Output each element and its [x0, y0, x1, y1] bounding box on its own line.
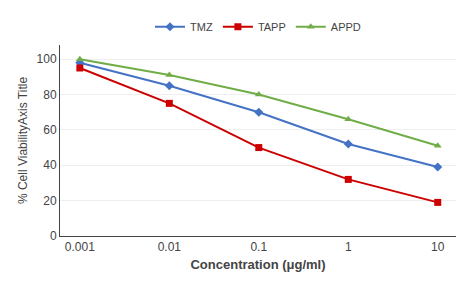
svg-text:0.01: 0.01	[158, 240, 182, 254]
svg-text:80: 80	[43, 88, 57, 102]
svg-text:APPD: APPD	[331, 21, 361, 33]
svg-text:% Cell ViabilityAxis Title: % Cell ViabilityAxis Title	[16, 77, 30, 204]
svg-text:TMZ: TMZ	[190, 21, 213, 33]
svg-text:40: 40	[43, 158, 57, 172]
svg-text:0.001: 0.001	[65, 240, 95, 254]
svg-text:0.1: 0.1	[250, 240, 267, 254]
svg-text:10: 10	[431, 240, 445, 254]
svg-text:Concentration (μg/ml): Concentration (μg/ml)	[190, 257, 325, 272]
svg-text:100: 100	[37, 52, 57, 66]
svg-text:1: 1	[345, 240, 352, 254]
svg-text:60: 60	[43, 123, 57, 137]
svg-text:20: 20	[43, 194, 57, 208]
svg-text:TAPP: TAPP	[258, 21, 286, 33]
svg-text:0: 0	[50, 229, 57, 243]
